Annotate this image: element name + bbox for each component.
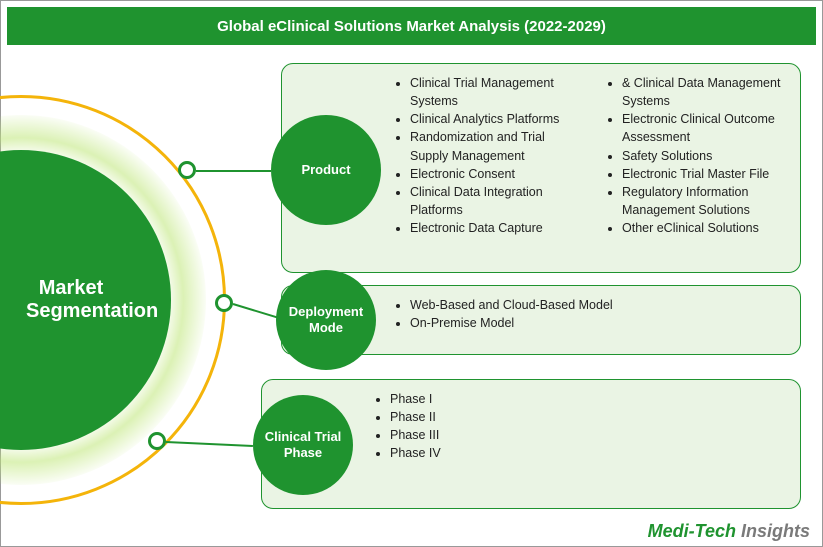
list-item: Randomization and Trial Supply Managemen… (410, 128, 576, 164)
page-title: Global eClinical Solutions Market Analys… (217, 18, 606, 35)
list-item: Clinical Analytics Platforms (410, 110, 576, 128)
list-item: Electronic Clinical Outcome Assessment (622, 110, 788, 146)
connector-line-phase (166, 441, 253, 447)
list-item: On-Premise Model (410, 314, 788, 332)
hub-label: Market Segmentation (0, 277, 116, 323)
list-deployment: Web-Based and Cloud-Based ModelOn-Premis… (392, 296, 788, 332)
list-item: Phase IV (390, 444, 788, 462)
diagram-stage: Clinical Trial Management SystemsClinica… (1, 45, 822, 546)
list-product-col2: & Clinical Data Management SystemsElectr… (604, 74, 788, 237)
list-item: Clinical Trial Management Systems (410, 74, 576, 110)
list-product-col1: Clinical Trial Management SystemsClinica… (392, 74, 576, 237)
connector-line-deployment (233, 303, 280, 319)
list-phase: Phase IPhase IIPhase IIIPhase IV (372, 390, 788, 463)
list-item: Safety Solutions (622, 147, 788, 165)
list-item: & Clinical Data Management Systems (622, 74, 788, 110)
list-item: Electronic Data Capture (410, 219, 576, 237)
segment-circle-deployment: Deployment Mode (276, 270, 376, 370)
segment-circle-phase: Clinical Trial Phase (253, 395, 353, 495)
list-item: Regulatory Information Management Soluti… (622, 183, 788, 219)
list-item: Clinical Data Integration Platforms (410, 183, 576, 219)
segment-label-product: Product (293, 162, 358, 178)
connector-dot-phase (148, 432, 166, 450)
list-item: Web-Based and Cloud-Based Model (410, 296, 788, 314)
connector-dot-deployment (215, 294, 233, 312)
list-item: Phase I (390, 390, 788, 408)
connector-line-product (196, 170, 271, 172)
footer-brand: Medi-Tech Insights (648, 521, 810, 542)
list-item: Phase III (390, 426, 788, 444)
connector-dot-product (178, 161, 196, 179)
segment-circle-product: Product (271, 115, 381, 225)
segment-label-deployment: Deployment Mode (276, 304, 376, 335)
footer-part2: Insights (736, 521, 810, 541)
list-item: Other eClinical Solutions (622, 219, 788, 237)
list-item: Electronic Consent (410, 165, 576, 183)
footer-part1: Medi-Tech (648, 521, 736, 541)
segment-label-phase: Clinical Trial Phase (253, 429, 353, 460)
list-item: Electronic Trial Master File (622, 165, 788, 183)
title-bar: Global eClinical Solutions Market Analys… (7, 7, 816, 45)
list-item: Phase II (390, 408, 788, 426)
